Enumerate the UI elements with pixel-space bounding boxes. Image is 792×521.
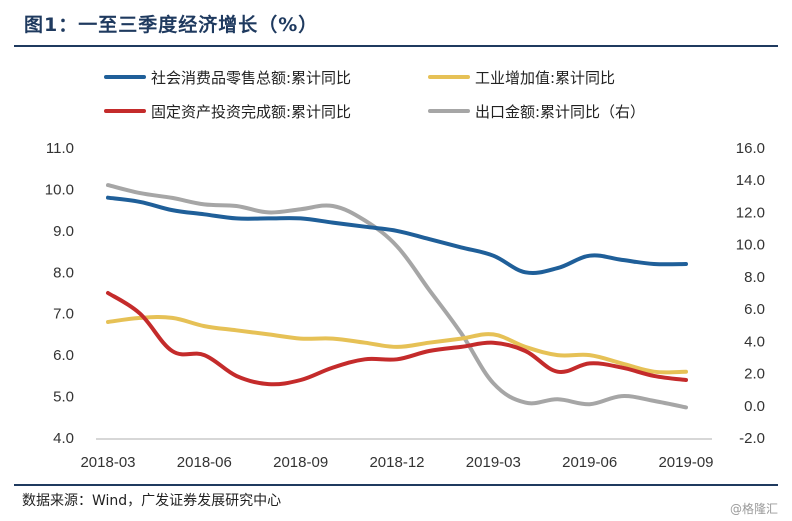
y-axis-left: 11.0 10.0 9.0 8.0 7.0 6.0 5.0 4.0: [45, 140, 74, 447]
y-left-tick-label: 5.0: [53, 389, 74, 406]
y-left-tick-label: 4.0: [53, 430, 74, 447]
y-left-tick-label: 7.0: [53, 306, 74, 323]
y-right-tick-label: 4.0: [744, 333, 765, 350]
watermark: @格隆汇: [729, 502, 778, 516]
footer-rule: [14, 484, 778, 486]
legend-label: 出口金额:累计同比（右）: [475, 103, 645, 121]
y-right-tick-label: 12.0: [736, 204, 765, 221]
y-left-tick-label: 8.0: [53, 264, 74, 281]
x-tick-label: 2018-09: [273, 454, 328, 471]
x-tick-label: 2018-03: [80, 454, 135, 471]
series-lines: [106, 183, 688, 410]
industrial-output-line: [106, 315, 688, 375]
fixed-asset-investment-line: [106, 291, 688, 387]
exports-line: [106, 183, 688, 410]
y-right-tick-label: 14.0: [736, 172, 765, 189]
y-right-tick-label: 0.0: [744, 398, 765, 415]
legend-label: 固定资产投资完成额:累计同比: [151, 103, 351, 121]
y-right-tick-label: 16.0: [736, 140, 765, 157]
y-left-tick-label: 9.0: [53, 223, 74, 240]
legend-item-fixed-asset-investment: 固定资产投资完成额:累计同比: [104, 103, 351, 121]
y-left-tick-label: 11.0: [46, 140, 74, 157]
x-axis: 2018-03 2018-06 2018-09 2018-12 2019-03 2019-…: [80, 438, 714, 471]
x-tick-label: 2019-06: [562, 454, 617, 471]
title-rule: [14, 45, 778, 47]
y-right-tick-label: -2.0: [739, 430, 765, 447]
y-right-tick-label: 2.0: [744, 366, 765, 383]
legend-item-exports: 出口金额:累计同比（右）: [428, 103, 645, 121]
y-left-tick-label: 6.0: [53, 347, 74, 364]
retail-sales-line: [106, 195, 688, 275]
legend-label: 工业增加值:累计同比: [475, 69, 615, 87]
page-title: 图1：一至三季度经济增长（%）: [24, 14, 319, 36]
y-right-tick-label: 8.0: [744, 269, 765, 286]
x-tick-label: 2018-12: [369, 454, 424, 471]
x-tick-label: 2018-06: [177, 454, 232, 471]
legend-item-retail-sales: 社会消费品零售总额:累计同比: [104, 69, 351, 87]
y-left-tick-label: 10.0: [45, 181, 74, 198]
y-axis-right: 16.0 14.0 12.0 10.0 8.0 6.0 4.0 2.0 0.0 -2.0: [736, 140, 765, 447]
y-right-tick-label: 10.0: [736, 237, 765, 254]
x-tick-label: 2019-09: [658, 454, 713, 471]
legend-label: 社会消费品零售总额:累计同比: [151, 69, 351, 87]
x-tick-label: 2019-03: [466, 454, 521, 471]
data-source-note: 数据来源：Wind，广发证券发展研究中心: [22, 493, 282, 509]
y-right-tick-label: 6.0: [744, 301, 765, 318]
legend-item-industrial-output: 工业增加值:累计同比: [428, 69, 615, 87]
